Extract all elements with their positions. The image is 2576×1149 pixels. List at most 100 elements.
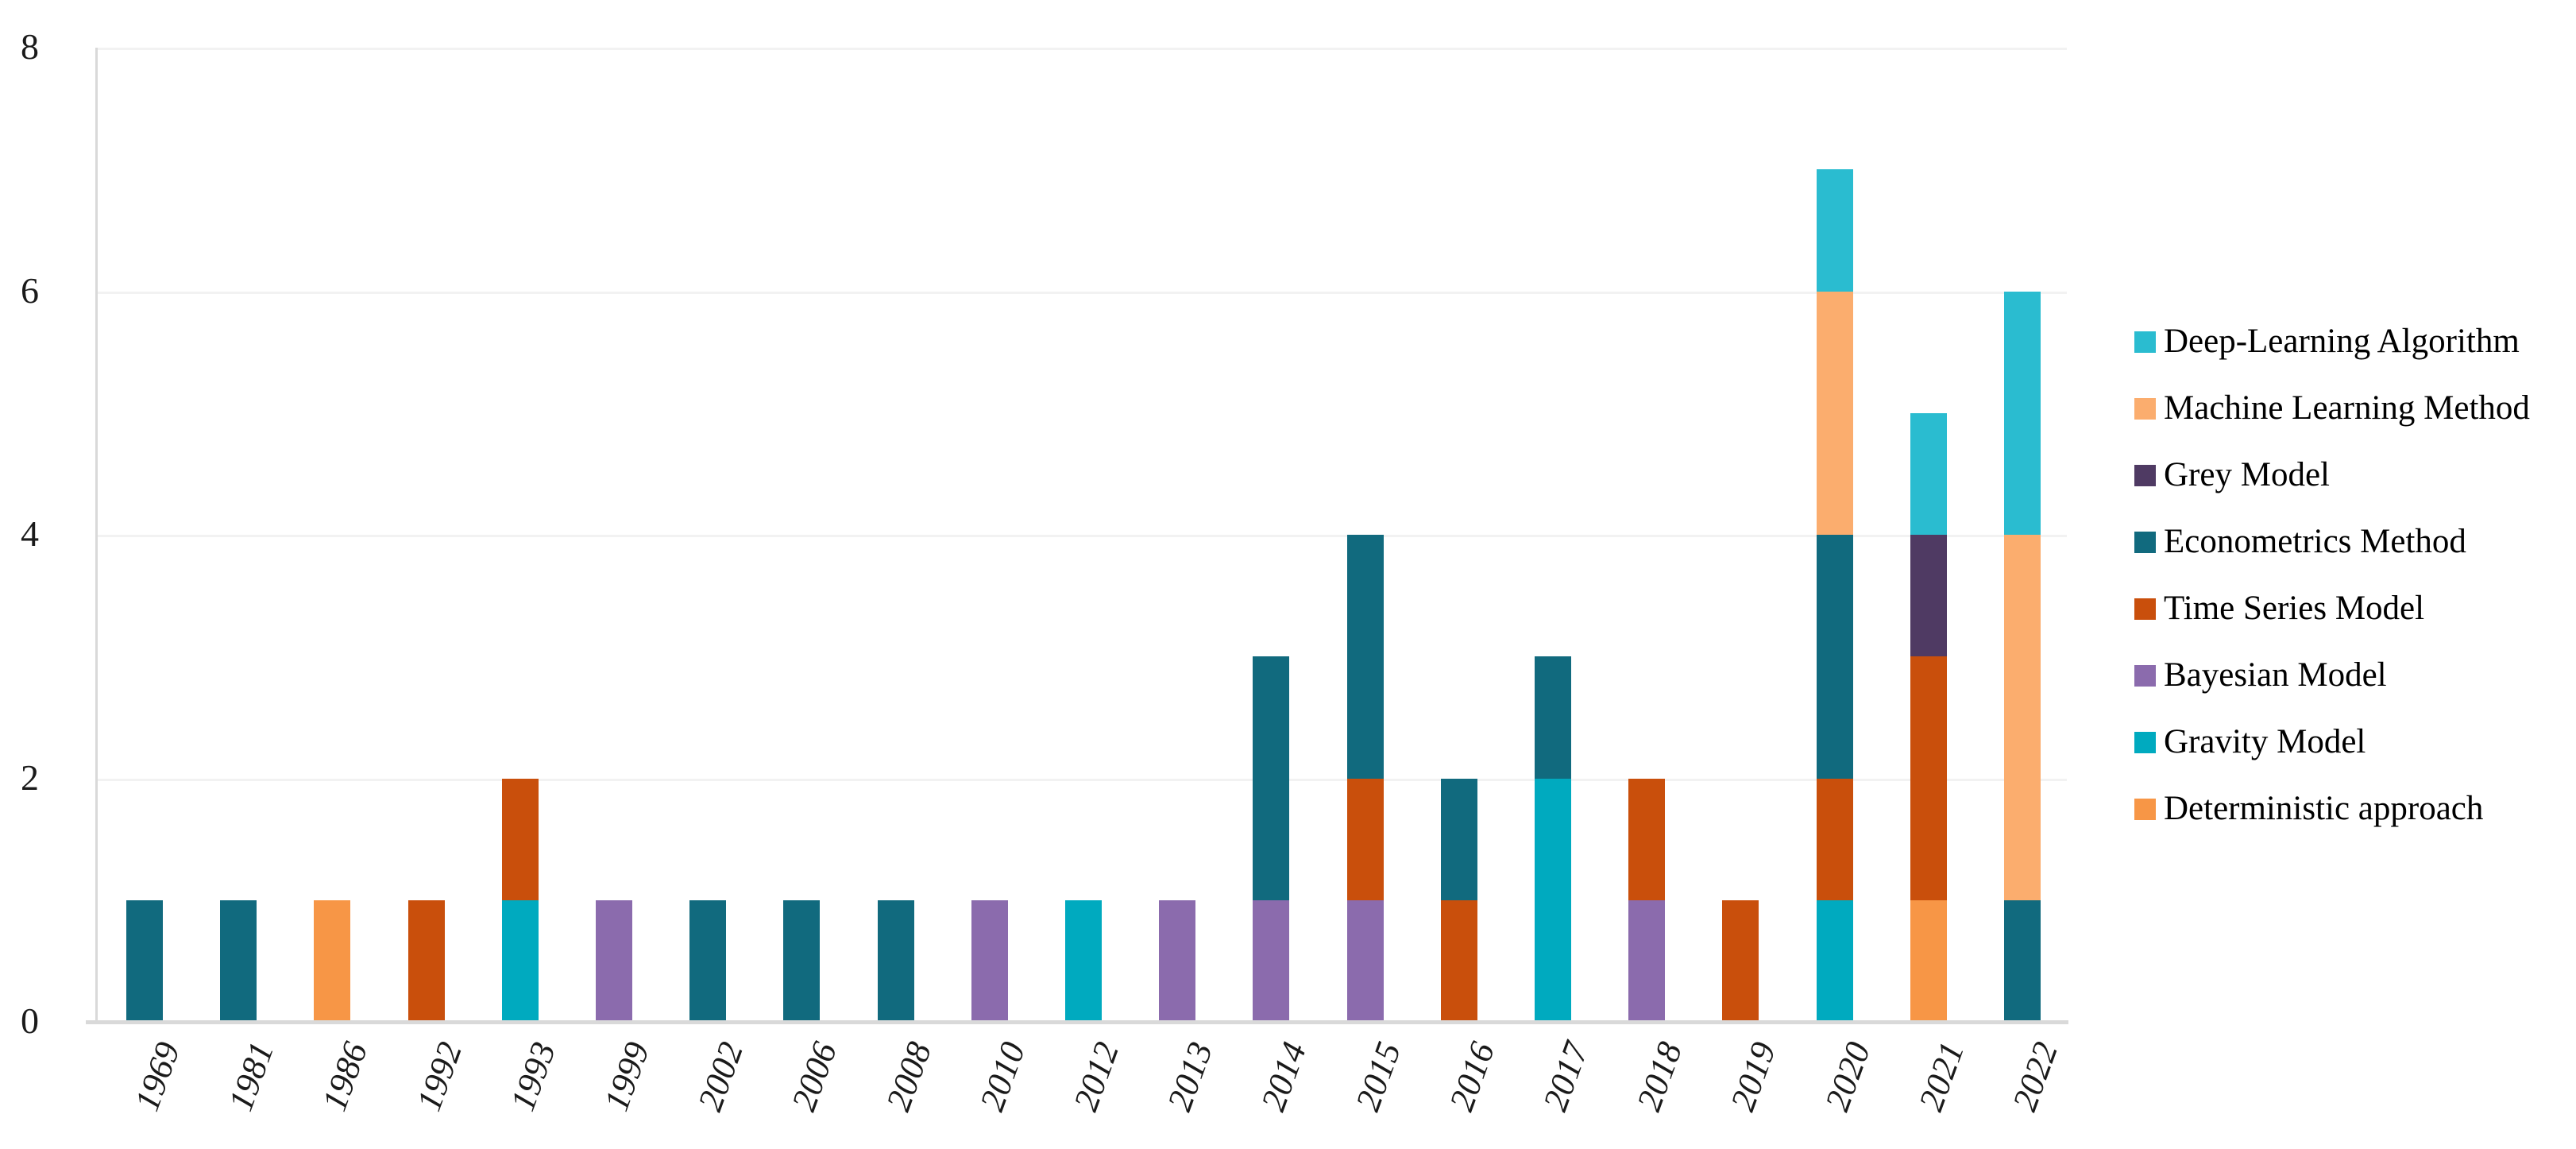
legend-label-gravity-model: Gravity Model	[2164, 723, 2366, 760]
y-tick-label-8: 8	[21, 26, 39, 67]
bar-segment-2008-econometrics-method	[877, 899, 914, 1022]
bar-segment-2020-machine-learning-method	[1816, 291, 1853, 535]
bar-segment-2020-deep-learning-algorithm	[1816, 169, 1853, 292]
bar-2012	[1065, 899, 1102, 1022]
x-tick-label-1993: 1993	[502, 1036, 564, 1116]
bar-segment-1993-gravity-model	[501, 899, 539, 1022]
x-tick-label-2020: 2020	[1817, 1036, 1878, 1116]
legend-label-deep-learning-algorithm: Deep-Learning Algorithm	[2164, 323, 2520, 360]
bar-2002	[689, 899, 727, 1022]
bar-segment-2014-econometrics-method	[1253, 656, 1290, 900]
x-tick-label-2006: 2006	[784, 1036, 845, 1116]
y-tick-label-0: 0	[21, 1000, 39, 1041]
bar-segment-1981-econometrics-method	[220, 899, 257, 1022]
bar-segment-2015-bayesian-model	[1346, 899, 1384, 1022]
bar-1993	[501, 778, 539, 1022]
bar-2017	[1534, 656, 1571, 1022]
gridline-y-2	[98, 778, 2067, 781]
bar-segment-2016-time-series-model	[1440, 899, 1477, 1022]
x-tick-label-2012: 2012	[1066, 1036, 1127, 1116]
x-tick-label-2008: 2008	[878, 1036, 939, 1116]
bar-2019	[1722, 899, 1759, 1022]
bar-segment-1999-bayesian-model	[596, 899, 633, 1022]
bar-segment-1969-econometrics-method	[126, 899, 164, 1022]
legend-swatch-deep-learning-algorithm	[2134, 331, 2156, 353]
bar-segment-1992-time-series-model	[407, 899, 445, 1022]
legend-item-deterministic-approach: Deterministic approach	[2134, 789, 2483, 829]
bar-2006	[783, 899, 821, 1022]
bar-segment-2020-econometrics-method	[1816, 535, 1853, 779]
bar-segment-1993-time-series-model	[501, 778, 539, 900]
bar-segment-2006-econometrics-method	[783, 899, 821, 1022]
bar-1986	[314, 899, 351, 1022]
x-tick-label-2017: 2017	[1535, 1036, 1597, 1116]
legend-item-time-series-model: Time Series Model	[2134, 589, 2424, 629]
gridline-y-4	[98, 535, 2067, 537]
bar-segment-2018-time-series-model	[1628, 778, 1666, 900]
bar-segment-2022-machine-learning-method	[2003, 535, 2041, 900]
x-tick-label-2014: 2014	[1253, 1036, 1315, 1116]
x-tick-label-2018: 2018	[1629, 1036, 1690, 1116]
legend-item-machine-learning-method: Machine Learning Method	[2134, 389, 2530, 428]
bar-segment-2013-bayesian-model	[1159, 899, 1196, 1022]
bar-segment-2021-deterministic-approach	[1910, 899, 1947, 1022]
bar-2020	[1816, 169, 1853, 1022]
legend-swatch-bayesian-model	[2134, 664, 2156, 687]
bar-2021	[1910, 412, 1947, 1022]
x-tick-label-2019: 2019	[1723, 1036, 1784, 1116]
legend-item-gravity-model: Gravity Model	[2134, 722, 2366, 762]
x-tick-label-1969: 1969	[127, 1036, 188, 1116]
y-tick-label-2: 2	[21, 756, 39, 798]
x-tick-label-1999: 1999	[597, 1036, 658, 1116]
bar-segment-2018-bayesian-model	[1628, 899, 1666, 1022]
legend-item-deep-learning-algorithm: Deep-Learning Algorithm	[2134, 322, 2520, 362]
x-tick-label-2002: 2002	[690, 1036, 751, 1116]
bar-segment-2002-econometrics-method	[689, 899, 727, 1022]
y-tick-label-4: 4	[21, 513, 39, 554]
bar-1992	[407, 899, 445, 1022]
bar-segment-2015-time-series-model	[1346, 778, 1384, 900]
bar-2013	[1159, 899, 1196, 1022]
x-tick-label-1992: 1992	[408, 1036, 469, 1116]
bar-segment-2021-grey-model	[1910, 535, 1947, 657]
gridline-y-8	[98, 48, 2067, 50]
x-tick-label-1986: 1986	[315, 1036, 376, 1116]
x-tick-label-2022: 2022	[2004, 1036, 2066, 1116]
bar-segment-2019-time-series-model	[1722, 899, 1759, 1022]
y-tick-label-6: 6	[21, 269, 39, 311]
bar-segment-2022-deep-learning-algorithm	[2003, 291, 2041, 535]
legend-label-grey-model: Grey Model	[2164, 456, 2330, 493]
bar-segment-2020-time-series-model	[1816, 778, 1853, 900]
legend-item-grey-model: Grey Model	[2134, 455, 2330, 495]
legend-swatch-time-series-model	[2134, 598, 2156, 620]
bar-2015	[1346, 535, 1384, 1022]
x-tick-label-1981: 1981	[221, 1036, 282, 1116]
bar-1981	[220, 899, 257, 1022]
legend-label-time-series-model: Time Series Model	[2164, 590, 2425, 627]
bar-segment-2021-deep-learning-algorithm	[1910, 412, 1947, 535]
x-tick-label-2013: 2013	[1160, 1036, 1221, 1116]
x-tick-label-2016: 2016	[1441, 1036, 1502, 1116]
bar-2022	[2003, 291, 2041, 1022]
bar-segment-2012-gravity-model	[1065, 899, 1102, 1022]
legend-label-econometrics-method: Econometrics Method	[2164, 523, 2466, 560]
bar-segment-1986-deterministic-approach	[314, 899, 351, 1022]
bar-segment-2020-gravity-model	[1816, 899, 1853, 1022]
x-tick-label-2015: 2015	[1347, 1036, 1408, 1116]
bar-2018	[1628, 778, 1666, 1022]
bar-2008	[877, 899, 914, 1022]
bar-1969	[126, 899, 164, 1022]
bar-2016	[1440, 778, 1477, 1022]
x-tick-label-2010: 2010	[971, 1036, 1033, 1116]
legend-swatch-deterministic-approach	[2134, 798, 2156, 820]
bar-segment-2016-econometrics-method	[1440, 778, 1477, 900]
x-axis-line	[86, 1020, 2068, 1024]
legend-item-bayesian-model: Bayesian Model	[2134, 656, 2387, 695]
bar-segment-2017-econometrics-method	[1534, 656, 1571, 779]
gridline-y-6	[98, 291, 2067, 294]
legend-swatch-machine-learning-method	[2134, 397, 2156, 420]
legend-label-deterministic-approach: Deterministic approach	[2164, 790, 2484, 827]
bar-segment-2022-econometrics-method	[2003, 899, 2041, 1022]
bar-1999	[596, 899, 633, 1022]
